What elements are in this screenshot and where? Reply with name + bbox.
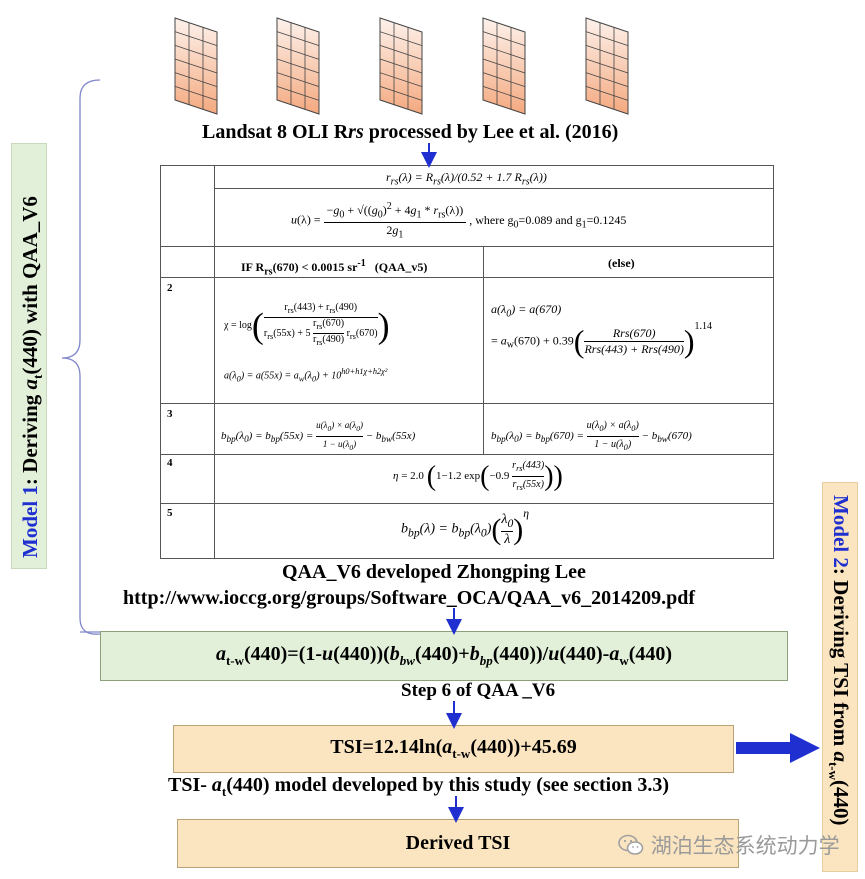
tsi-box: TSI=12.14ln(at-w(440))+45.69 bbox=[173, 725, 734, 773]
eq-u-note: , where g0=0.089 and g1=0.1245 bbox=[469, 212, 627, 231]
model2-prefix: Model 2 bbox=[829, 495, 853, 568]
watermark: 湖泊生态系统动力学 bbox=[618, 830, 840, 861]
eq-bbp-lambda: bbp(λ) = bbp(λ0)( λ0 λ )η bbox=[401, 506, 530, 547]
qaa-caption-2: http://www.ioccg.org/groups/Software_OCA… bbox=[123, 587, 696, 609]
derived-tsi-label: Derived TSI bbox=[405, 832, 511, 854]
arrow-to-model2 bbox=[736, 733, 820, 763]
row-number-3: 3 bbox=[167, 408, 173, 420]
raster-grid-icon bbox=[585, 17, 629, 115]
model1-prefix: Model 1 bbox=[18, 485, 42, 558]
header-right: (else) bbox=[608, 256, 635, 270]
raster-grid-icon bbox=[174, 17, 218, 115]
left-brace bbox=[61, 79, 101, 635]
step6-formula: at-w(440)=(1-u(440))(bbw(440)+bbp(440))/… bbox=[215, 643, 673, 668]
model2-rest: : Deriving TSI from at-w(440) bbox=[825, 567, 853, 826]
eq-u: u(λ) = −g0 + √((g0)2 + 4g1 * rrs(λ)) 2g1… bbox=[291, 201, 627, 241]
step6-caption: Step 6 of QAA _V6 bbox=[401, 680, 556, 701]
eq-bbp-670: bbp(λ0) = bbp(670) = u(λ0) × a(λ0) 1 − u… bbox=[491, 420, 692, 452]
eq-a-55x: a(λ0) = a(55x) = aw(λ0) + 10h0+h1χ+h2χ² bbox=[224, 367, 388, 384]
eq-a-670-expansion: = aw(670) + 0.39( Rrs(670) Rrs(443) + Rr… bbox=[491, 321, 713, 359]
eq-rrs: rrs(λ) = Rrs(λ)/(0.52 + 1.7 Rrs(λ)) bbox=[386, 170, 547, 188]
top-caption: Landsat 8 OLI Rrs processed by Lee et al… bbox=[202, 121, 619, 143]
tsi-formula: TSI=12.14ln(at-w(440))+45.69 bbox=[330, 736, 577, 761]
eq-chi: χ = log( rrs(443) + rrs(490) rrs(55x) + … bbox=[224, 302, 390, 347]
row-number-4: 4 bbox=[167, 457, 173, 469]
model1-rest: : Deriving at(440) with QAA_V6 bbox=[18, 196, 46, 486]
step6-box: at-w(440)=(1-u(440))(bbw(440)+bbp(440))/… bbox=[100, 631, 788, 681]
qaa-table: rrs(λ) = Rrs(λ)/(0.52 + 1.7 Rrs(λ)) u(λ)… bbox=[160, 165, 774, 559]
derived-tsi-box: Derived TSI bbox=[177, 819, 739, 868]
eq-bbp-55x: bbp(λ0) = bbp(55x) = u(λ0) × a(λ0) 1 − u… bbox=[221, 420, 416, 452]
eq-a-670: a(λ0) = a(670) bbox=[491, 302, 562, 320]
raster-grid-icon bbox=[379, 17, 423, 115]
model2-label: Model 2: Deriving TSI from at-w(440) bbox=[822, 482, 858, 872]
raster-grid-icon bbox=[482, 17, 526, 115]
tsi-caption: TSI- at(440) model developed by this stu… bbox=[168, 774, 670, 799]
qaa-caption-1: QAA_V6 developed Zhongping Lee bbox=[282, 561, 586, 583]
raster-grid-icon bbox=[276, 17, 320, 115]
header-left: IF Rrs(670) < 0.0015 sr-1 (QAA_v5) bbox=[241, 258, 428, 278]
wechat-icon bbox=[618, 834, 644, 861]
row-number-5: 5 bbox=[167, 507, 173, 519]
row-number-2: 2 bbox=[167, 282, 173, 294]
eq-eta: η = 2.0 (1−1.2 exp(−0.9 rrs(443) rrs(55x… bbox=[393, 460, 563, 492]
raster-stack bbox=[174, 17, 629, 115]
model1-label: Model 1: Deriving at(440) with QAA_V6 bbox=[11, 143, 47, 569]
watermark-text: 湖泊生态系统动力学 bbox=[650, 834, 840, 858]
